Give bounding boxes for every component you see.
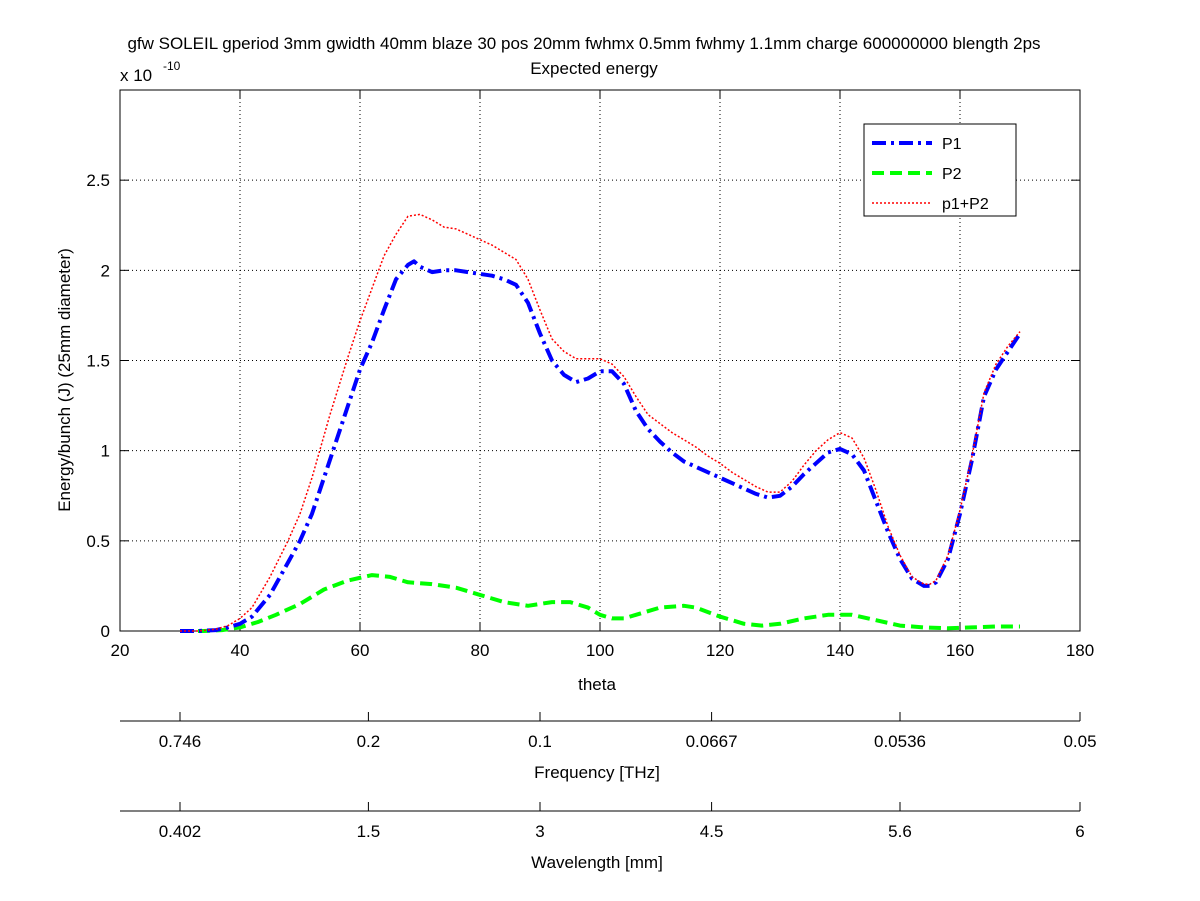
secondary-tick-label: 0.746 (159, 732, 202, 751)
y-tick-label: 1 (101, 442, 110, 461)
y-tick-label: 1.5 (86, 352, 110, 371)
x-tick-label: 140 (826, 641, 854, 660)
y-tick-label: 2.5 (86, 171, 110, 190)
y-axis-label: Energy/bunch (J) (25mm diameter) (55, 248, 74, 512)
secondary-tick-label: 6 (1075, 822, 1084, 841)
secondary-tick-label: 5.6 (888, 822, 912, 841)
chart-subtitle: Expected energy (530, 59, 658, 78)
legend: P1 P2 p1+P2 (863, 123, 1017, 217)
x-tick-label: 60 (351, 641, 370, 660)
secondary-axis-label: Frequency [THz] (534, 763, 660, 782)
secondary-tick-label: 0.1 (528, 732, 552, 751)
secondary-axis-label: Wavelength [mm] (531, 853, 663, 872)
series-line-p1 (180, 259, 1022, 633)
x-axis-label: theta (578, 675, 616, 694)
x-tick-label: 80 (471, 641, 490, 660)
y-exponent-base: x 10 (120, 66, 152, 85)
secondary-tick-label: 4.5 (700, 822, 724, 841)
chart-title: gfw SOLEIL gperiod 3mm gwidth 40mm blaze… (127, 34, 1040, 53)
legend-label: p1+P2 (942, 196, 989, 213)
legend-label: P2 (942, 166, 962, 183)
series-line-p1-p2 (180, 213, 1021, 632)
x-tick-label: 40 (231, 641, 250, 660)
series-lines (180, 213, 1022, 633)
frequency-axis: 0.746 0.2 0.1 0.0667 0.0536 0.05 Frequency [TH… (120, 712, 1097, 782)
y-tick-label: 2 (101, 261, 110, 280)
x-tick-label: 180 (1066, 641, 1094, 660)
series-line-p2 (180, 573, 1020, 633)
x-tick-label: 20 (111, 641, 130, 660)
secondary-tick-label: 1.5 (357, 822, 381, 841)
y-tick-label: 0 (101, 622, 110, 641)
x-tick-label: 100 (586, 641, 614, 660)
y-exponent-power: -10 (163, 59, 181, 73)
secondary-tick-label: 0.0667 (686, 732, 738, 751)
secondary-tick-label: 0.2 (357, 732, 381, 751)
legend-box (863, 123, 1017, 217)
secondary-tick-label: 0.402 (159, 822, 202, 841)
x-tick-label: 160 (946, 641, 974, 660)
secondary-tick-label: 0.0536 (874, 732, 926, 751)
y-tick-label: 0.5 (86, 532, 110, 551)
x-tick-label: 120 (706, 641, 734, 660)
axis-ticks: 20 40 60 80 100 120 140 160 180 0 0.5 1 1.5 2 2.5 (86, 90, 1094, 660)
wavelength-axis: 0.402 1.5 3 4.5 5.6 6 Wavelength [mm] (120, 802, 1085, 872)
secondary-tick-label: 0.05 (1063, 732, 1096, 751)
legend-label: P1 (942, 136, 962, 153)
secondary-tick-label: 3 (535, 822, 544, 841)
